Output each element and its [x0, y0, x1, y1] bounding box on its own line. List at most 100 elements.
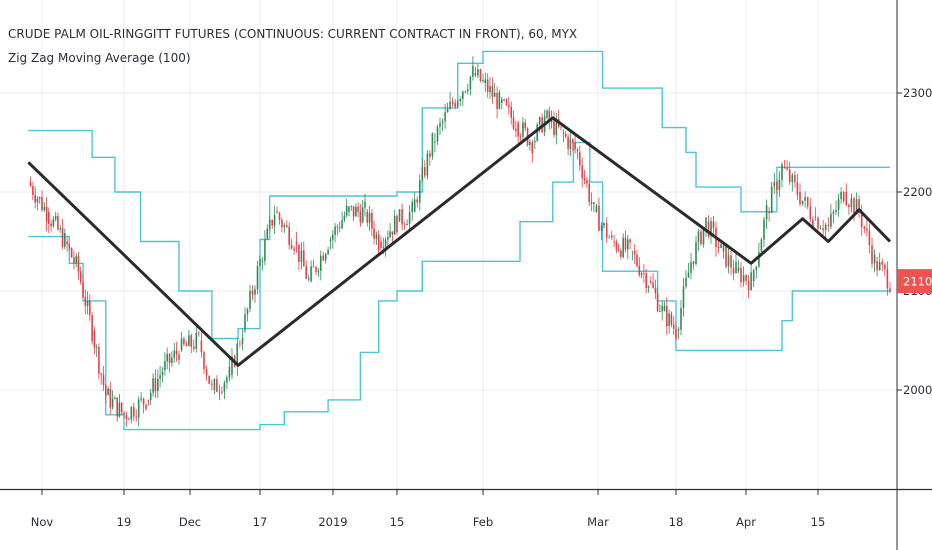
candle-body — [66, 241, 68, 245]
candle-body — [403, 224, 406, 226]
candle-body — [598, 205, 600, 231]
candle-body — [193, 346, 195, 349]
candle-body — [695, 242, 697, 264]
candle-body — [884, 264, 886, 270]
candle-body — [735, 262, 737, 274]
candle-body — [737, 267, 740, 272]
indicator-label[interactable]: Zig Zag Moving Average (100) — [8, 51, 191, 65]
candle-body — [208, 375, 210, 384]
time-axis-labels[interactable]: Nov 19 Dec 17 2019 15 Feb Mar 18 Apr 15 — [31, 489, 826, 529]
candle-body — [221, 391, 223, 393]
candle-body — [484, 79, 487, 84]
candle-body — [873, 254, 876, 264]
candle-body — [799, 192, 801, 205]
candle-body — [327, 249, 329, 255]
candle-body — [670, 313, 673, 325]
candle-body — [796, 182, 799, 195]
candle-body — [389, 231, 391, 238]
candle-body — [241, 338, 244, 345]
candle-body — [180, 338, 183, 351]
candle-body — [814, 216, 817, 218]
candle-body — [663, 305, 666, 311]
candle-body — [505, 99, 508, 105]
candle-body — [845, 192, 848, 206]
candle-body — [622, 237, 624, 257]
candle-body — [652, 282, 654, 288]
candle-body — [687, 272, 690, 278]
candle-body — [164, 361, 166, 371]
candle-body — [211, 383, 213, 385]
candle-body — [424, 167, 426, 176]
candle-body — [778, 179, 781, 190]
candle-body — [705, 217, 707, 229]
candle-body — [534, 140, 536, 143]
candle-body — [50, 223, 52, 226]
candle-body — [355, 206, 357, 217]
candle-body — [70, 248, 73, 258]
candle-body — [531, 141, 534, 154]
candle-body — [595, 205, 598, 212]
candle-body — [116, 397, 118, 417]
candle-body — [329, 239, 332, 242]
candle-body — [324, 254, 327, 261]
candle-body — [835, 210, 837, 212]
candle-body — [213, 379, 216, 390]
candle-body — [426, 153, 429, 176]
candle-body — [190, 335, 193, 347]
bands — [28, 50, 891, 431]
candle-body — [384, 239, 387, 248]
candle-body — [700, 231, 702, 245]
candle-body — [697, 231, 700, 243]
candle-body — [529, 141, 531, 145]
time-tick-label: 17 — [253, 515, 268, 529]
candle-body — [806, 197, 809, 207]
current-price-box — [897, 269, 932, 294]
candle-body — [692, 261, 695, 264]
candle-body — [840, 192, 842, 200]
candle-body — [682, 286, 685, 308]
candle-body — [41, 197, 43, 211]
candle-body — [161, 372, 164, 376]
candle-body — [173, 350, 176, 358]
candle-body — [366, 211, 369, 223]
candle-body — [130, 407, 133, 420]
candle-body — [750, 272, 752, 291]
candle-body — [133, 407, 135, 417]
candle-body — [125, 414, 128, 419]
candle-body — [496, 92, 498, 109]
candle-body — [45, 206, 48, 222]
candle-body — [89, 300, 91, 316]
candle-body — [118, 402, 121, 417]
price-tick-label: 2200 — [903, 185, 932, 199]
candle-body — [720, 243, 722, 249]
candle-body — [310, 266, 312, 282]
candle-body — [171, 357, 173, 363]
candle-body — [617, 249, 620, 251]
candle-body — [128, 419, 130, 420]
candle-body — [763, 219, 765, 240]
candle-body — [48, 211, 50, 224]
candle-body — [431, 132, 434, 157]
candle-body — [629, 239, 631, 243]
candle-body — [855, 199, 858, 214]
candle-body — [830, 213, 832, 227]
candle-body — [434, 141, 436, 143]
candle-body — [690, 262, 692, 273]
candle-body — [643, 273, 645, 274]
candles — [29, 56, 891, 427]
candle-body — [283, 225, 286, 228]
candle-body — [416, 199, 418, 203]
chart-title: CRUDE PALM OIL-RINGGITT FUTURES (CONTINU… — [8, 27, 577, 41]
candle-body — [548, 110, 551, 122]
time-tick-label: Dec — [179, 515, 201, 529]
candle-body — [832, 211, 835, 214]
candle-body — [608, 237, 610, 239]
candle-body — [59, 228, 61, 230]
candle-body — [536, 124, 538, 141]
candle-body — [576, 149, 579, 151]
candle-body — [758, 252, 760, 267]
candle-body — [791, 174, 794, 183]
candle-body — [824, 224, 827, 231]
candle-body — [848, 205, 850, 208]
candle-body — [86, 300, 89, 306]
